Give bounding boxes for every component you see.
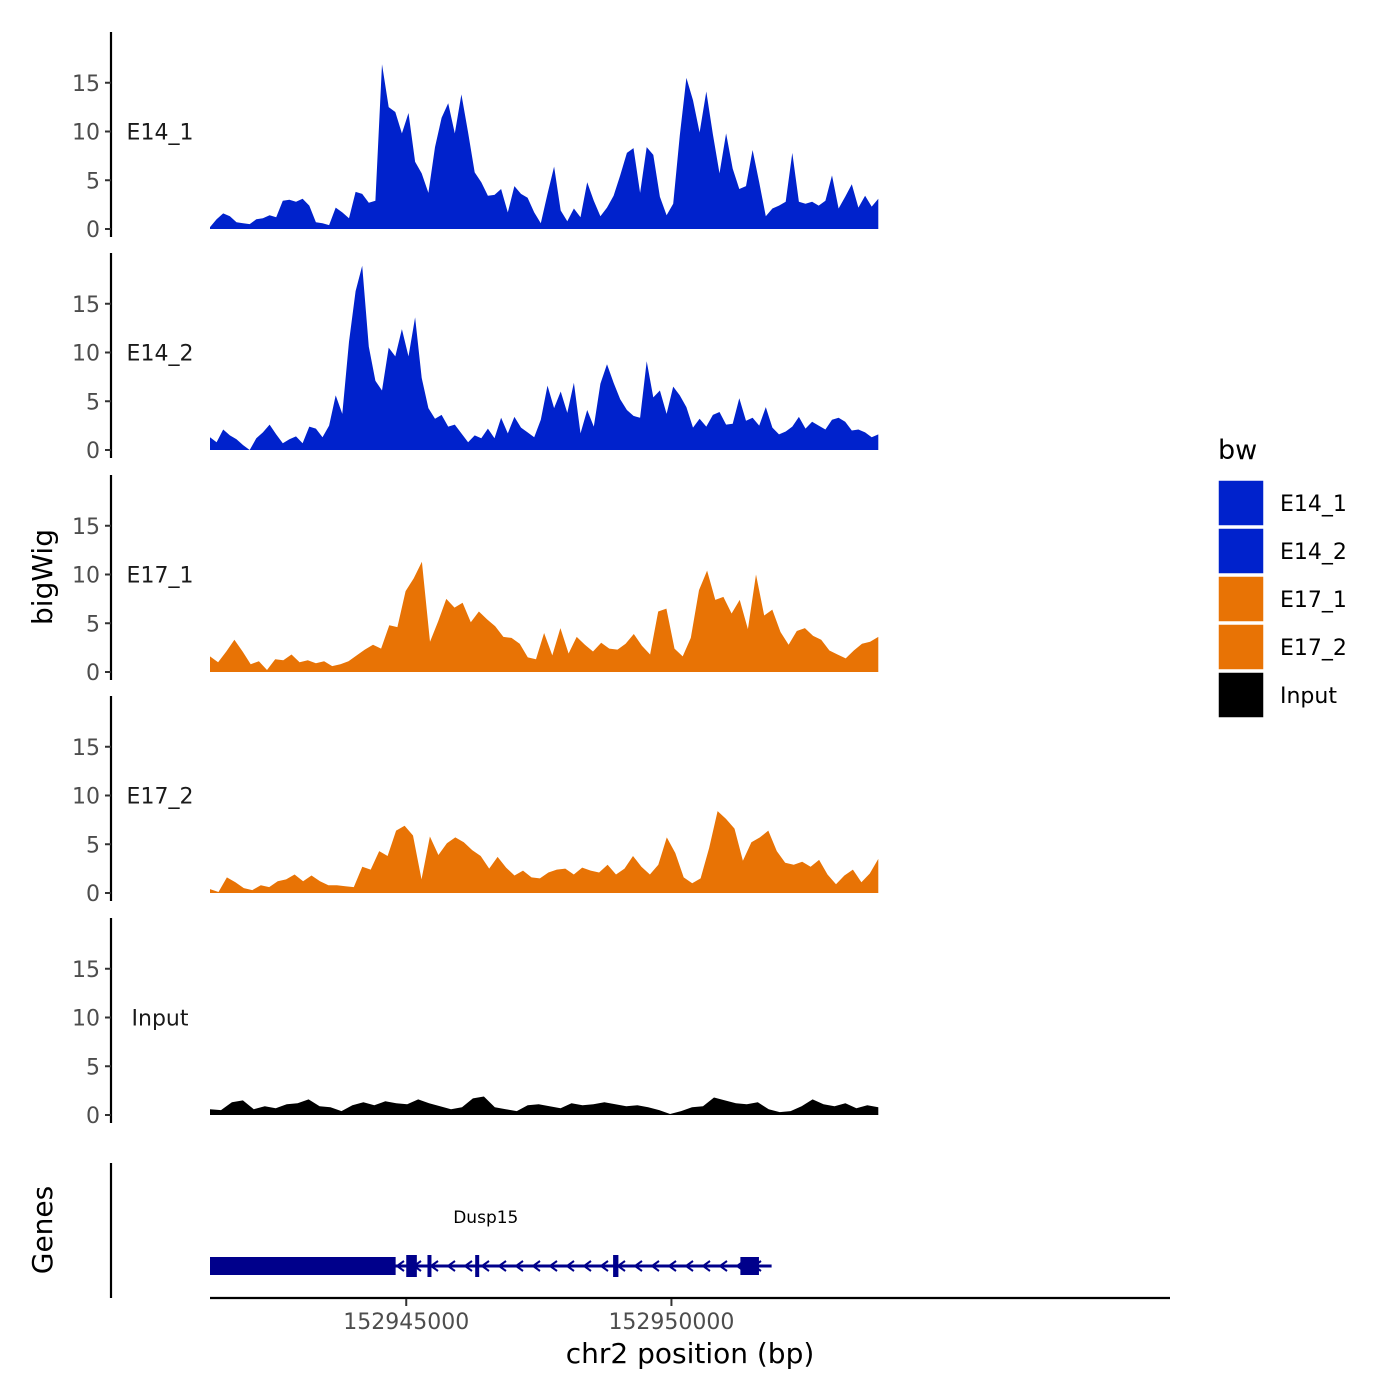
track-input: 0 5 10 15 Input xyxy=(72,918,879,1129)
legend: bw E14_1 E14_2 E17_1 E17_2 Input xyxy=(1217,435,1347,719)
y-tick-label: 5 xyxy=(86,833,100,858)
legend-swatch xyxy=(1217,575,1265,623)
y-tick-label: 15 xyxy=(72,736,100,761)
legend-label: Input xyxy=(1280,684,1337,709)
y-tick-label: 0 xyxy=(86,661,100,686)
strand-arrow xyxy=(701,1260,711,1272)
y-tick-label: 15 xyxy=(72,72,100,97)
strand-arrow xyxy=(684,1260,694,1272)
strand-arrow xyxy=(514,1260,524,1272)
coverage-area-e17-2 xyxy=(210,811,879,893)
strand-arrow xyxy=(395,1260,405,1272)
strand-arrow xyxy=(497,1260,507,1272)
track-e14-1: 0 5 10 15 E14_1 xyxy=(72,32,879,243)
y-tick-label: 5 xyxy=(86,390,100,415)
x-axis: chr2 position (bp) 152945000 152950000 xyxy=(210,1296,1170,1370)
y-tick-label: 10 xyxy=(72,564,100,589)
y-axis-label: bigWig xyxy=(26,529,59,625)
y-tick-label: 10 xyxy=(72,121,100,146)
track-e17-1: 0 5 10 15 E17_1 xyxy=(72,475,879,686)
legend-item-e14-2: E14_2 xyxy=(1217,527,1347,575)
y-tick-label: 5 xyxy=(86,612,100,637)
legend-swatch xyxy=(1217,623,1265,671)
y-tick-label: 5 xyxy=(86,1055,100,1080)
gene-exon xyxy=(210,1257,396,1275)
coverage-area-e14-2 xyxy=(210,265,879,450)
coverage-area-e14-1 xyxy=(210,64,879,229)
y-tick-label: 10 xyxy=(72,342,100,367)
strand-arrow xyxy=(480,1260,490,1272)
legend-item-e17-2: E17_2 xyxy=(1217,623,1347,671)
gene-exon xyxy=(740,1257,759,1275)
coverage-area-input xyxy=(210,1096,879,1115)
track-panels: 0 5 10 15 E14_1 0 5 10 15 E14_2 0 5 10 15 E17_1 0 5 10 15 E… xyxy=(72,32,879,1129)
gene-name-label: Dusp15 xyxy=(453,1208,518,1228)
strand-arrow xyxy=(650,1260,660,1272)
gene-exon xyxy=(427,1255,432,1277)
strand-arrow xyxy=(667,1260,677,1272)
strand-arrow xyxy=(463,1260,473,1272)
y-tick-label: 0 xyxy=(86,1104,100,1129)
legend-label: E14_1 xyxy=(1280,492,1347,517)
strand-arrow xyxy=(531,1260,541,1272)
gene-exon xyxy=(613,1255,619,1277)
y-tick-label: 0 xyxy=(86,439,100,464)
strand-arrow xyxy=(446,1260,456,1272)
y-tick-label: 10 xyxy=(72,785,100,810)
legend-item-e14-1: E14_1 xyxy=(1217,479,1347,527)
y-tick-label: 5 xyxy=(86,169,100,194)
track-e17-2: 0 5 10 15 E17_2 xyxy=(72,696,879,907)
gene-exon xyxy=(475,1255,480,1277)
track-label: E14_2 xyxy=(127,341,194,366)
legend-item-input: Input xyxy=(1217,671,1337,719)
gene-models: Dusp15 xyxy=(210,1208,772,1277)
legend-label: E17_1 xyxy=(1280,588,1347,613)
track-label: E17_1 xyxy=(127,563,194,588)
track-label: E14_1 xyxy=(127,120,194,145)
strand-arrow xyxy=(582,1260,592,1272)
strand-arrow xyxy=(599,1260,609,1272)
legend-swatch xyxy=(1217,527,1265,575)
gene-panel: Genes Dusp15 xyxy=(26,1163,772,1298)
legend-label: E17_2 xyxy=(1280,636,1347,661)
gene-exon xyxy=(406,1255,417,1277)
legend-label: E14_2 xyxy=(1280,540,1347,565)
gene-dusp15: Dusp15 xyxy=(210,1208,772,1277)
legend-swatch xyxy=(1217,479,1265,527)
x-axis-label: chr2 position (bp) xyxy=(566,1337,815,1370)
strand-arrow xyxy=(718,1260,728,1272)
x-tick-label: 152950000 xyxy=(608,1310,734,1335)
y-tick-label: 15 xyxy=(72,293,100,318)
legend-swatch xyxy=(1217,671,1265,719)
y-tick-label: 10 xyxy=(72,1007,100,1032)
y-tick-label: 0 xyxy=(86,218,100,243)
track-label: Input xyxy=(132,1006,189,1031)
legend-item-e17-1: E17_1 xyxy=(1217,575,1347,623)
strand-arrow xyxy=(565,1260,575,1272)
strand-arrow xyxy=(633,1260,643,1272)
strand-arrow xyxy=(548,1260,558,1272)
coverage-area-e17-1 xyxy=(210,561,879,672)
y-tick-label: 15 xyxy=(72,515,100,540)
legend-title: bw xyxy=(1218,435,1257,466)
genes-axis-label: Genes xyxy=(26,1186,59,1274)
y-tick-label: 15 xyxy=(72,958,100,983)
y-tick-label: 0 xyxy=(86,882,100,907)
x-tick-label: 152945000 xyxy=(343,1310,469,1335)
track-label: E17_2 xyxy=(127,784,194,809)
track-e14-2: 0 5 10 15 E14_2 xyxy=(72,253,879,464)
